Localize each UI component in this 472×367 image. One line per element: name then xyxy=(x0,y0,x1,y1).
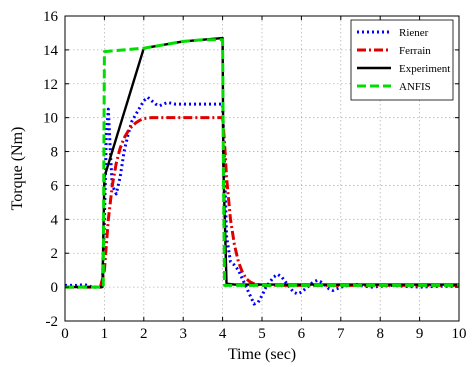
legend-label-anfis: ANFIS xyxy=(399,81,431,93)
series-layer xyxy=(65,36,459,306)
x-tick-label: 0 xyxy=(61,326,69,342)
y-tick-label: 4 xyxy=(51,212,59,228)
x-tick-label: 8 xyxy=(376,326,384,342)
x-tick-label: 9 xyxy=(416,326,424,342)
legend: Riener Ferrain Experiment ANFIS xyxy=(350,19,454,101)
y-tick-label: 12 xyxy=(43,77,58,93)
x-tick-label: 3 xyxy=(179,326,187,342)
x-tick-label: 4 xyxy=(219,326,227,342)
x-tick-label: 5 xyxy=(258,326,266,342)
x-tick-label: 1 xyxy=(101,326,109,342)
y-tick-label: 0 xyxy=(51,280,59,296)
series-line-ferrain xyxy=(65,116,459,289)
legend-label-riener: Riener xyxy=(399,27,429,39)
y-tick-label: -2 xyxy=(46,314,59,330)
x-tick-label: 2 xyxy=(140,326,148,342)
y-tick-label: 16 xyxy=(43,9,59,25)
x-tick-label: 10 xyxy=(452,326,467,342)
y-tick-label: 14 xyxy=(43,43,59,59)
x-tick-label: 6 xyxy=(298,326,306,342)
legend-label-ferrain: Ferrain xyxy=(399,45,431,57)
y-tick-label: 8 xyxy=(51,145,59,161)
x-axis-label: Time (sec) xyxy=(228,346,296,363)
y-tick-label: 6 xyxy=(51,178,59,194)
legend-label-experiment: Experiment xyxy=(399,63,450,75)
y-axis-label: Torque (Nm) xyxy=(9,127,26,211)
series-line-riener xyxy=(65,95,459,306)
series-line-anfis xyxy=(65,38,459,289)
y-tick-label: 10 xyxy=(43,111,58,127)
x-tick-label: 7 xyxy=(337,326,345,342)
y-tick-label: 2 xyxy=(51,246,59,262)
